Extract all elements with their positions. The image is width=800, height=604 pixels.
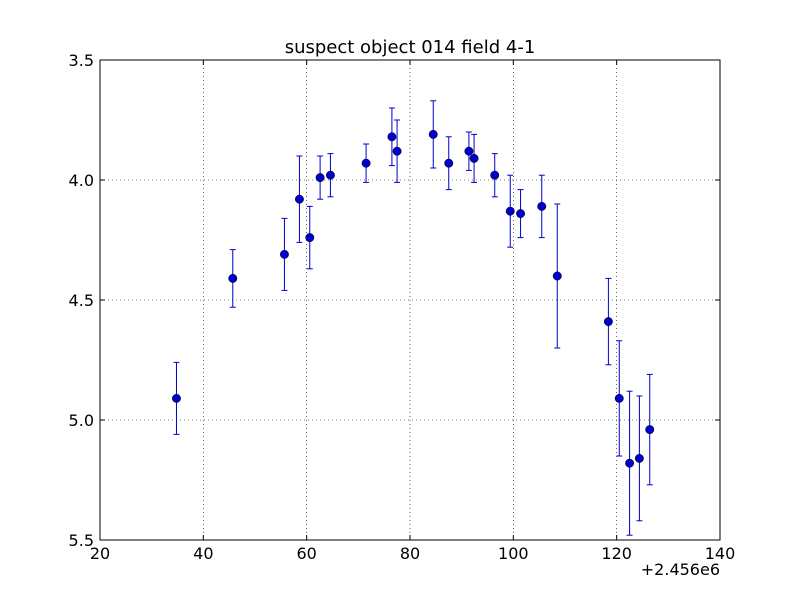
marker [537, 201, 547, 211]
chart-title: suspect object 014 field 4-1 [285, 37, 536, 58]
data-point [603, 277, 613, 366]
data-point [315, 155, 325, 200]
data-point [625, 390, 635, 536]
y-tick-label: 5.5 [69, 531, 94, 550]
marks-layer [172, 100, 655, 536]
data-point [490, 153, 500, 198]
marker [325, 170, 335, 180]
data-point [645, 373, 655, 486]
data-point [228, 249, 238, 308]
marker [469, 153, 479, 163]
marker [516, 209, 526, 219]
marker [603, 317, 613, 327]
data-point [505, 174, 515, 248]
marker [444, 158, 454, 168]
marker [464, 146, 474, 156]
data-point [294, 155, 304, 243]
x-tick-label: 120 [601, 544, 632, 563]
marker [315, 173, 325, 183]
marker [392, 146, 402, 156]
data-point [392, 119, 402, 183]
x-tick-label: 40 [193, 544, 213, 563]
marker [172, 393, 181, 403]
y-tick-label: 3.5 [69, 51, 94, 70]
x-offset-label: +2.456e6 [641, 560, 720, 579]
x-tick-label: 60 [296, 544, 316, 563]
x-tick-label: 20 [90, 544, 110, 563]
data-point [634, 395, 644, 522]
data-point [428, 100, 438, 169]
marker [505, 206, 515, 216]
ticks-layer: 20 40 60 80 100 120 140 3.5 4.0 4.5 5.0 5.5 [69, 51, 736, 563]
marker [228, 273, 238, 283]
data-point [614, 340, 624, 457]
y-tick-label: 5.0 [69, 411, 94, 430]
grid-layer [100, 60, 720, 540]
marker [428, 129, 438, 139]
marker [294, 194, 304, 204]
marker [625, 458, 635, 468]
x-tick-label: 100 [498, 544, 529, 563]
marker [552, 271, 562, 281]
marker [305, 233, 315, 243]
data-point [387, 107, 397, 167]
marker [387, 132, 397, 142]
marker [280, 249, 289, 259]
y-tick-label: 4.5 [69, 291, 94, 310]
data-point [516, 189, 526, 239]
data-point [444, 136, 454, 191]
data-point [305, 205, 315, 270]
data-point [361, 143, 371, 183]
marker [614, 393, 624, 403]
data-point [552, 203, 562, 349]
x-tick-label: 80 [400, 544, 420, 563]
y-tick-label: 4.0 [69, 171, 94, 190]
data-point [537, 174, 547, 239]
marker [634, 453, 644, 463]
marker [645, 425, 655, 435]
x-tick-label: 140 [705, 544, 736, 563]
data-point [464, 131, 474, 171]
data-point [280, 217, 289, 291]
data-point [172, 361, 181, 435]
data-point [325, 153, 335, 198]
data-point [469, 133, 479, 183]
marker [490, 170, 500, 180]
marker [361, 158, 371, 168]
